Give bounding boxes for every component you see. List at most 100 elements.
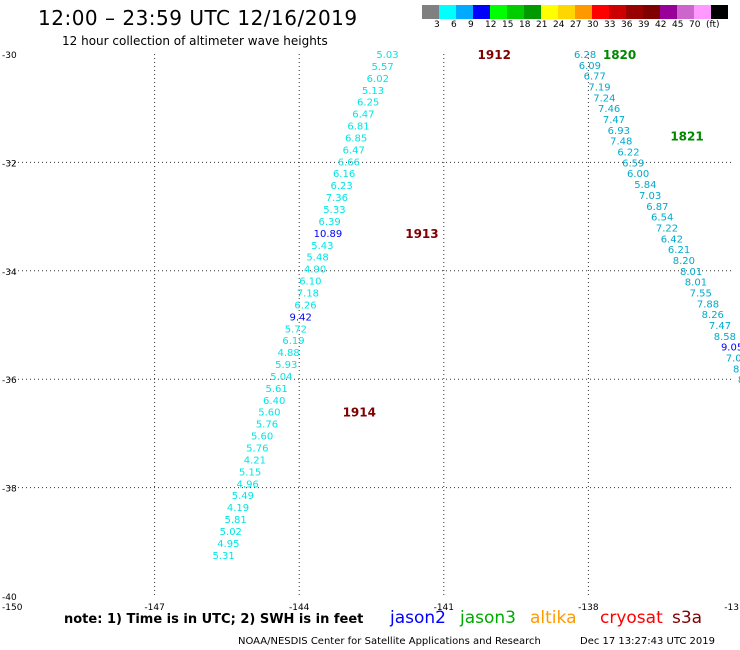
wave-height-value: 6.25 — [357, 98, 379, 109]
colorbar-label: 27 — [570, 20, 582, 30]
wave-height-value: 8.26 — [702, 310, 724, 321]
y-tick-label: -32 — [2, 159, 17, 169]
wave-height-value: 6.09 — [579, 61, 601, 72]
x-tick-label: -147 — [144, 603, 164, 613]
colorbar-label: 30 — [587, 20, 599, 30]
colorbar-label: 39 — [638, 20, 650, 30]
wave-height-value: 5.43 — [311, 241, 333, 252]
colorbar-swatch — [558, 5, 575, 19]
wave-height-value: 5.48 — [306, 253, 328, 264]
wave-height-value: 6.81 — [347, 122, 369, 133]
pass-time-label: 1821 — [670, 129, 703, 143]
wave-height-value: 5.15 — [239, 467, 261, 478]
y-tick-label: -36 — [2, 376, 17, 386]
wave-height-value: 5.76 — [256, 420, 278, 431]
wave-height-value: 5.57 — [372, 62, 394, 73]
colorbar-label: 15 — [502, 20, 514, 30]
wave-height-value: 6.93 — [608, 126, 630, 137]
wave-height-value: 5.04 — [270, 372, 292, 383]
wave-height-value: 5.13 — [362, 86, 384, 97]
wave-height-value: 4.19 — [227, 503, 249, 514]
wave-height-value: 7.46 — [598, 104, 620, 115]
wave-height-value: 5.84 — [634, 180, 656, 191]
y-tick-label: -34 — [2, 268, 17, 278]
colorbar-label: (ft) — [706, 20, 720, 30]
wave-height-value: 5.93 — [275, 360, 297, 371]
wave-height-value: 8.01 — [685, 278, 707, 289]
colorbar-label: 33 — [604, 20, 616, 30]
x-tick-label: -141 — [434, 603, 454, 613]
colorbar-swatch — [626, 5, 643, 19]
wave-height-value: 6.26 — [294, 300, 316, 311]
wave-height-value: 6.28 — [574, 50, 596, 61]
wave-height-value: 6.66 — [338, 157, 360, 168]
wave-height-value: 7.47 — [603, 115, 625, 126]
wave-height-value: 6.77 — [584, 72, 606, 83]
colorbar-swatch — [507, 5, 524, 19]
wave-height-value: 8.01 — [680, 267, 702, 278]
x-tick-label: -144 — [289, 603, 310, 613]
wave-height-value: 7.18 — [297, 288, 319, 299]
colorbar-swatch — [643, 5, 660, 19]
wave-height-value: 4.21 — [244, 455, 266, 466]
legend-jason2: jason2 — [390, 608, 446, 628]
wave-height-value: 5.03 — [376, 50, 398, 61]
wave-height-value: 7.22 — [656, 223, 678, 234]
colorbar-swatch — [473, 5, 490, 19]
wave-height-value: 5.72 — [285, 324, 307, 335]
wave-height-value: 7.47 — [709, 321, 731, 332]
pass-time-label: 1914 — [343, 406, 376, 420]
wave-height-value: 5.60 — [251, 432, 273, 443]
wave-height-value: 7.19 — [588, 83, 610, 94]
wave-height-value: 4.96 — [237, 479, 259, 490]
pass-time-label: 1820 — [603, 48, 636, 62]
colorbar-swatch — [456, 5, 473, 19]
colorbar-swatch — [677, 5, 694, 19]
legend-jason3: jason3 — [460, 608, 516, 628]
colorbar-swatch — [694, 5, 711, 19]
wave-height-value: 7.55 — [690, 288, 712, 299]
colorbar-swatch — [439, 5, 456, 19]
wave-height-value: 9.42 — [290, 312, 312, 323]
colorbar-label: 45 — [672, 20, 684, 30]
wave-height-value: 10.89 — [314, 229, 343, 240]
wave-height-value: 6.02 — [367, 74, 389, 85]
legend-cryosat: cryosat — [600, 608, 663, 628]
wave-height-value: 7.36 — [326, 193, 348, 204]
wave-height-value: 6.40 — [263, 396, 285, 407]
y-tick-label: -38 — [2, 485, 17, 495]
colorbar-label: 36 — [621, 20, 633, 30]
wave-height-value: 7.03 — [639, 191, 661, 202]
colorbar-swatch — [711, 5, 728, 19]
wave-height-value: 6.42 — [661, 234, 683, 245]
wave-height-value: 6.19 — [282, 336, 304, 347]
colorbar-swatch — [609, 5, 626, 19]
wave-height-value: 6.54 — [651, 213, 673, 224]
wave-height-value: 4.88 — [278, 348, 300, 359]
wave-height-value: 6.16 — [333, 169, 355, 180]
wave-height-value: 9.05 — [721, 343, 740, 354]
legend-altika: altika — [530, 608, 577, 628]
pass-time-label: 1912 — [478, 48, 511, 62]
colorbar-label: 12 — [485, 20, 497, 30]
legend-s3a: s3a — [672, 608, 703, 628]
page-title: 12:00 – 23:59 UTC 12/16/2019 — [38, 6, 358, 30]
page-subtitle: 12 hour collection of altimeter wave hei… — [62, 34, 328, 48]
colorbar-label: 42 — [655, 20, 667, 30]
wave-height-value: 6.21 — [668, 245, 690, 256]
wave-height-value: 7.88 — [697, 299, 719, 310]
wave-height-value: 5.49 — [232, 491, 254, 502]
colorbar-label: 3 — [434, 20, 440, 30]
wave-height-value: 6.59 — [622, 158, 644, 169]
colorbar-label: 6 — [451, 20, 457, 30]
wave-height-value: 5.61 — [265, 384, 287, 395]
wave-height-value: 5.02 — [220, 527, 242, 538]
colorbar-label: 70 — [689, 20, 701, 30]
colorbar-swatch — [422, 5, 439, 19]
wave-height-value: 6.39 — [318, 217, 340, 228]
wave-height-value: 6.87 — [646, 202, 668, 213]
colorbar-label: 24 — [553, 20, 565, 30]
wave-height-value: 7.24 — [593, 93, 615, 104]
colorbar-label: 9 — [468, 20, 474, 30]
